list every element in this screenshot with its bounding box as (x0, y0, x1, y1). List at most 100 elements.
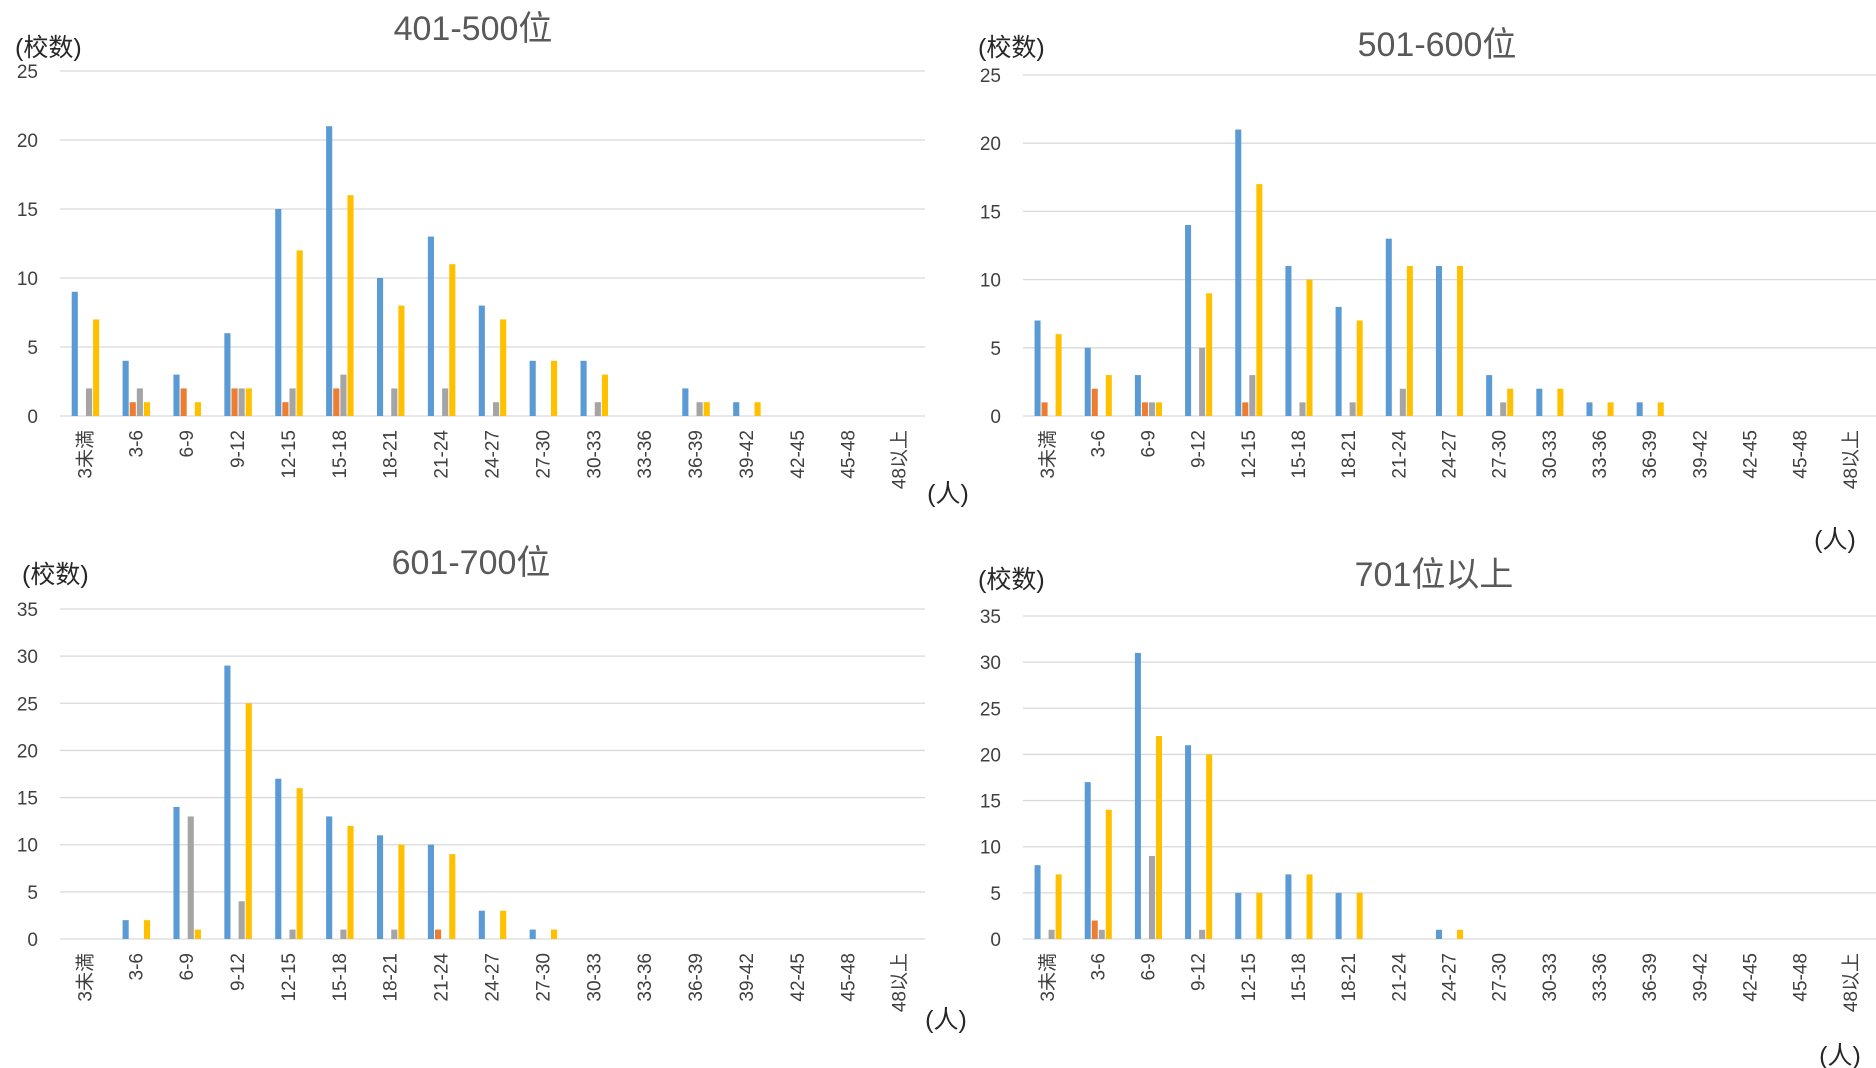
x-tick-label: 15-18 (1289, 953, 1310, 1002)
x-tick-label: 12-15 (279, 430, 300, 479)
x-tick-label: 18-21 (1339, 953, 1360, 1002)
bar-series3-3-6 (1098, 929, 1105, 939)
bar-series3-9-12 (238, 388, 245, 416)
bar-series4-24-27 (500, 910, 507, 939)
x-tick-label: 24-27 (1440, 430, 1461, 479)
y-tick-label: 15 (980, 792, 1001, 813)
bar-series2-3-6 (1091, 388, 1098, 416)
bar-series4-15-18 (347, 825, 354, 939)
bar-series3-12-15 (1249, 375, 1256, 416)
bar-series3-9-12 (1199, 929, 1206, 939)
bar-series4-3未満 (1055, 334, 1062, 416)
bar-series4-3-6 (143, 402, 151, 416)
bar-series4-18-21 (398, 305, 405, 416)
bar-series3-12-15 (289, 929, 296, 939)
bar-series1-15-18 (1285, 265, 1292, 416)
bar-series1-12-15 (275, 778, 282, 939)
x-tick-label: 42-45 (1741, 430, 1762, 479)
bar-series1-18-21 (1335, 892, 1342, 939)
bar-series1-21-24 (1385, 238, 1392, 416)
x-tick-label: 3未満 (74, 430, 96, 479)
bar-series3-3未満 (85, 388, 93, 416)
x-axis-label: (人) (925, 1006, 967, 1034)
x-tick-label: 15-18 (330, 953, 351, 1002)
bar-series1-3-6 (122, 360, 129, 416)
x-tick-label: 45-48 (1791, 430, 1812, 479)
y-axis-label: (校数) (978, 566, 1045, 594)
x-tick-label: 33-36 (635, 430, 656, 479)
bar-series4-12-15 (1256, 184, 1263, 416)
bar-series1-27-30 (1486, 375, 1493, 416)
x-tick-label: 3-6 (1088, 430, 1109, 457)
bar-series2-3-6 (129, 402, 136, 416)
bar-series3-6-9 (1148, 402, 1155, 416)
x-tick-label: 33-36 (635, 953, 656, 1002)
y-tick-label: 10 (17, 269, 38, 290)
bar-series4-9-12 (1206, 754, 1213, 939)
bar-series1-30-33 (1536, 388, 1543, 416)
y-axis-label: (校数) (978, 34, 1045, 62)
x-tick-label: 12-15 (279, 953, 300, 1002)
bar-series1-3-6 (1084, 782, 1091, 939)
x-tick-label: 36-39 (1640, 953, 1661, 1002)
bar-series1-15-18 (1285, 874, 1292, 939)
y-tick-label: 20 (980, 745, 1001, 766)
bar-series1-33-36 (1586, 402, 1593, 416)
bar-series4-3-6 (1105, 809, 1112, 939)
x-tick-label: 30-33 (584, 430, 605, 479)
x-tick-label: 45-48 (1791, 953, 1812, 1002)
x-tick-label: 6-9 (1138, 953, 1159, 980)
bar-series3-12-15 (289, 388, 296, 416)
x-tick-label: 36-39 (1640, 430, 1661, 479)
bar-series4-21-24 (449, 854, 456, 939)
y-tick-label: 35 (17, 600, 38, 621)
x-tick-label: 33-36 (1590, 430, 1611, 479)
y-tick-label: 5 (27, 883, 38, 904)
x-tick-label: 36-39 (686, 430, 707, 479)
x-tick-label: 3-6 (1088, 953, 1109, 980)
bar-series1-3-6 (122, 920, 129, 939)
bar-series3-6-9 (187, 816, 194, 939)
x-tick-label: 39-42 (737, 953, 758, 1002)
bar-series4-24-27 (1457, 265, 1464, 416)
bar-series1-24-27 (1435, 929, 1442, 939)
bar-series4-6-9 (1155, 402, 1162, 416)
bar-series4-15-18 (1306, 279, 1313, 416)
bar-series1-15-18 (326, 816, 333, 939)
bar-series2-3未満 (1041, 402, 1048, 416)
bar-series4-6-9 (194, 402, 201, 416)
y-tick-label: 20 (17, 741, 38, 762)
bar-series4-3-6 (1105, 375, 1112, 416)
bar-series1-24-27 (478, 910, 485, 939)
bar-series4-6-9 (194, 929, 201, 939)
x-tick-label: 9-12 (228, 430, 249, 468)
x-tick-label: 12-15 (1239, 430, 1260, 479)
bar-series4-15-18 (1306, 874, 1313, 939)
x-tick-label: 27-30 (1490, 953, 1511, 1002)
bar-series4-27-30 (1507, 388, 1514, 416)
bar-series3-15-18 (340, 929, 347, 939)
bar-series4-9-12 (245, 703, 252, 939)
bar-series1-6-9 (1134, 652, 1141, 939)
bar-series3-3未満 (1048, 929, 1055, 939)
bar-series1-3未満 (71, 291, 78, 416)
x-tick-label: 3-6 (126, 430, 147, 457)
x-tick-label: 33-36 (1590, 953, 1611, 1002)
y-tick-label: 5 (990, 884, 1001, 905)
bar-series1-15-18 (326, 126, 333, 416)
bar-series4-30-33 (1557, 388, 1564, 416)
bar-series4-21-24 (449, 264, 456, 416)
bar-series3-3-6 (136, 388, 143, 416)
x-tick-label: 30-33 (1540, 953, 1561, 1002)
bar-series1-12-15 (1235, 892, 1242, 939)
bar-series1-3未満 (1034, 865, 1041, 939)
x-tick-label: 15-18 (1289, 430, 1310, 479)
bar-series2-9-12 (231, 388, 238, 416)
bar-series3-6-9 (1148, 855, 1155, 939)
bar-series1-6-9 (1134, 375, 1141, 416)
bar-series1-3-6 (1084, 347, 1091, 416)
x-tick-label: 3-6 (126, 953, 147, 980)
bar-series1-36-39 (1636, 402, 1643, 416)
x-tick-label: 24-27 (483, 430, 504, 479)
